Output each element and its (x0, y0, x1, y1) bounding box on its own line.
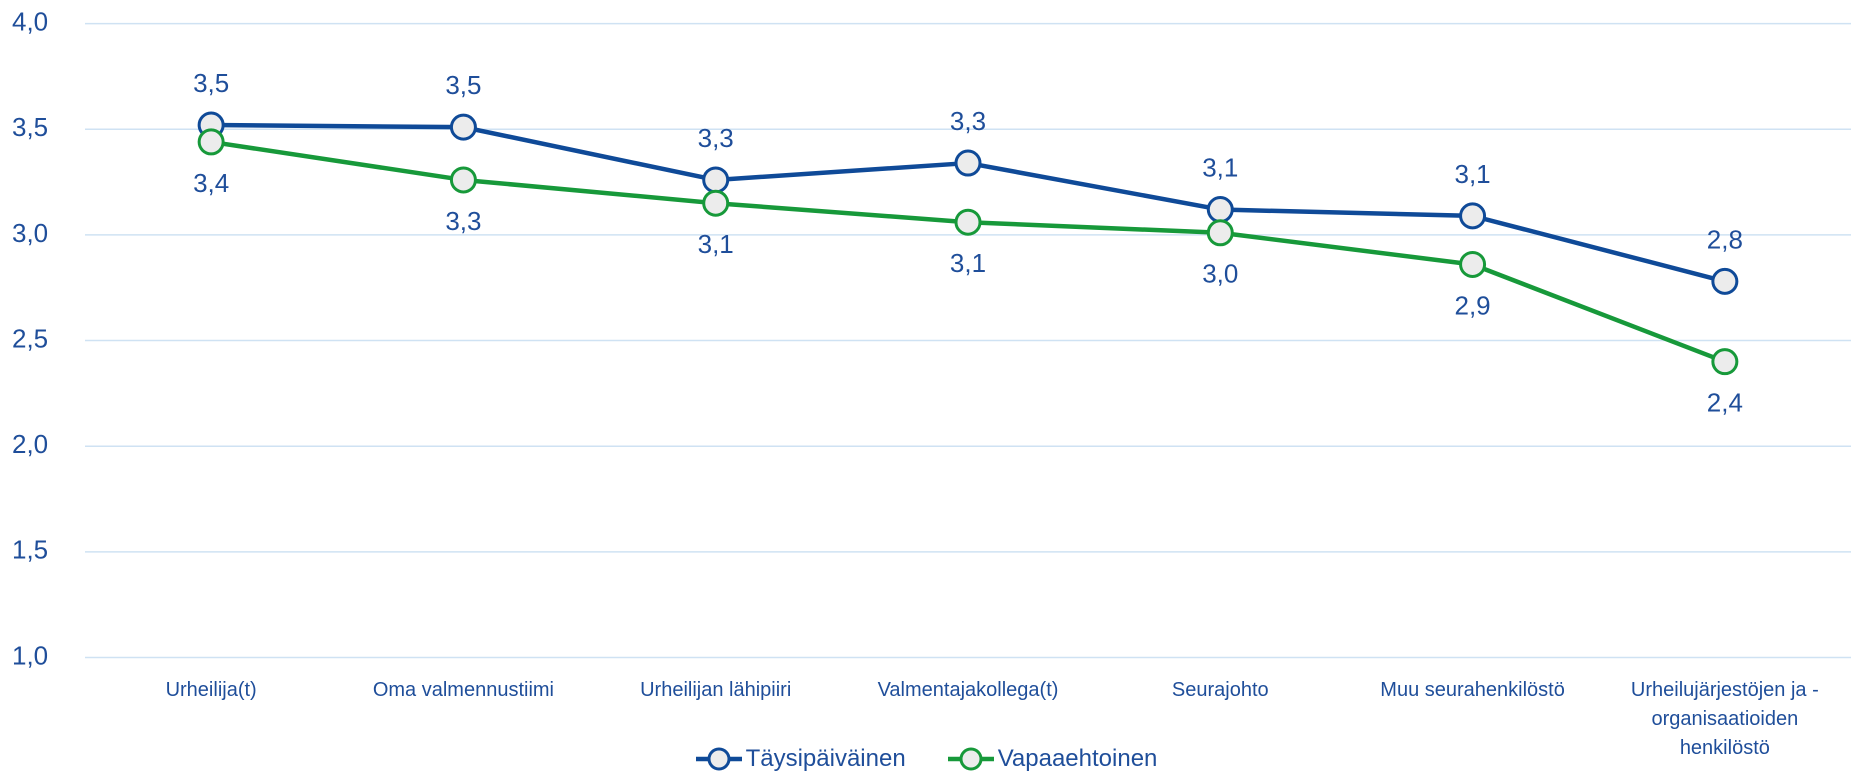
legend: Täysipäiväinen Vapaaehtoinen (0, 744, 1851, 774)
legend-label: Täysipäiväinen (745, 745, 906, 772)
point (954, 149, 982, 177)
y-tick-label: 3,0 (12, 218, 48, 248)
y-tick-label: 3,5 (12, 112, 48, 142)
y-tick-label: 2,0 (12, 429, 48, 459)
data-label: 2,4 (1707, 388, 1743, 418)
legend-item: Täysipäiväinen (694, 744, 906, 774)
legend-swatch (695, 747, 742, 771)
data-label: 3,3 (698, 123, 734, 153)
x-tick-label: Muu seurahenkilöstö (1380, 679, 1565, 701)
y-tick-label: 1,0 (12, 640, 48, 670)
point (1459, 202, 1487, 230)
y-tick-label: 2,5 (12, 323, 48, 353)
point (1206, 196, 1234, 224)
data-label: 3,1 (1454, 159, 1490, 189)
point (1711, 348, 1739, 376)
point (702, 166, 730, 194)
point (197, 128, 225, 156)
data-label: 3,5 (193, 68, 229, 98)
data-label: 3,4 (193, 168, 229, 198)
point (1711, 267, 1739, 295)
point (1206, 219, 1234, 247)
x-tick-label: Urheilijan lähipiiri (640, 679, 792, 701)
data-label: 2,9 (1454, 290, 1490, 320)
data-label: 3,5 (445, 70, 481, 100)
point (449, 113, 477, 141)
point (449, 166, 477, 194)
data-label: 3,1 (1202, 152, 1238, 182)
data-label: 3,0 (1202, 259, 1238, 289)
point (954, 208, 982, 236)
x-tick-label: Urheilujärjestöjen ja -organisaatioiden … (1630, 679, 1819, 759)
data-label: 3,1 (698, 229, 734, 259)
data-label: 3,3 (950, 106, 986, 136)
x-tick-label: Oma valmennustiimi (372, 679, 554, 701)
y-tick-label: 4,0 (12, 6, 48, 36)
legend-item: Vapaaehtoinen (946, 744, 1158, 774)
x-tick-label: Valmentajakollega(t) (877, 679, 1059, 701)
data-label: 2,8 (1707, 224, 1743, 254)
x-tick-label: Urheilija(t) (165, 679, 257, 701)
legend-swatch (947, 747, 994, 771)
point (702, 189, 730, 217)
legend-label: Vapaaehtoinen (997, 745, 1158, 772)
legend-marker (959, 747, 983, 771)
data-label: 3,3 (445, 206, 481, 236)
y-tick-label: 1,5 (12, 535, 48, 565)
data-label: 3,1 (950, 248, 986, 278)
x-tick-label: Seurajohto (1171, 679, 1269, 701)
legend-marker (707, 747, 731, 771)
point (1459, 250, 1487, 278)
